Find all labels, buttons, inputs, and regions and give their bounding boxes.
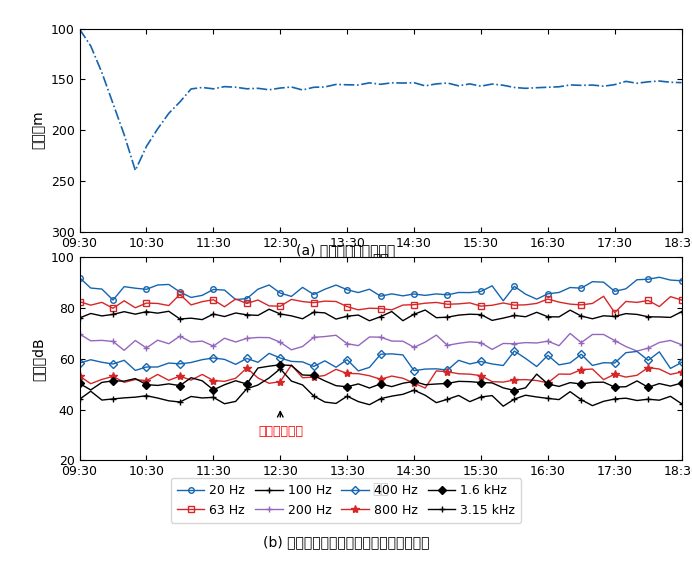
100 Hz — [677, 308, 686, 315]
800 Hz — [421, 384, 429, 391]
Y-axis label: 谱级／dB: 谱级／dB — [31, 337, 45, 381]
Line: 20 Hz: 20 Hz — [77, 275, 684, 304]
3.15 kHz — [677, 400, 686, 407]
20 Hz — [187, 294, 195, 301]
20 Hz — [143, 286, 151, 293]
200 Hz — [566, 330, 574, 337]
63 Hz — [309, 299, 318, 306]
1.6 kHz — [220, 382, 228, 388]
X-axis label: 时间: 时间 — [372, 254, 389, 268]
800 Hz — [143, 378, 151, 384]
Legend: 20 Hz, 63 Hz, 100 Hz, 200 Hz, 400 Hz, 800 Hz, 1.6 kHz, 3.15 kHz: 20 Hz, 63 Hz, 100 Hz, 200 Hz, 400 Hz, 80… — [171, 478, 521, 523]
20 Hz — [621, 285, 630, 292]
63 Hz — [232, 296, 240, 303]
20 Hz — [298, 284, 307, 291]
63 Hz — [633, 299, 641, 306]
1.6 kHz — [187, 374, 195, 381]
200 Hz — [143, 344, 151, 351]
3.15 kHz — [666, 393, 675, 400]
100 Hz — [309, 309, 318, 316]
400 Hz — [354, 367, 363, 374]
400 Hz — [510, 348, 518, 355]
1.6 kHz — [510, 387, 518, 394]
800 Hz — [75, 373, 84, 380]
200 Hz — [666, 337, 675, 344]
Line: 100 Hz: 100 Hz — [76, 306, 685, 324]
Line: 400 Hz: 400 Hz — [77, 348, 684, 374]
200 Hz — [621, 343, 630, 350]
3.15 kHz — [143, 392, 151, 399]
1.6 kHz — [75, 380, 84, 387]
200 Hz — [677, 341, 686, 348]
1.6 kHz — [276, 362, 284, 368]
20 Hz — [655, 274, 664, 281]
1.6 kHz — [633, 378, 641, 384]
Y-axis label: 深度／m: 深度／m — [31, 111, 45, 149]
400 Hz — [187, 359, 195, 366]
400 Hz — [143, 364, 151, 371]
Line: 3.15 kHz: 3.15 kHz — [76, 366, 685, 410]
200 Hz — [633, 348, 641, 355]
200 Hz — [220, 335, 228, 341]
3.15 kHz — [633, 397, 641, 404]
63 Hz — [198, 298, 206, 305]
800 Hz — [187, 377, 195, 384]
Line: 1.6 kHz: 1.6 kHz — [77, 362, 684, 394]
63 Hz — [176, 291, 184, 298]
20 Hz — [666, 277, 675, 284]
1.6 kHz — [309, 372, 318, 379]
800 Hz — [633, 372, 641, 379]
100 Hz — [187, 315, 195, 321]
100 Hz — [143, 308, 151, 315]
3.15 kHz — [75, 396, 84, 403]
400 Hz — [220, 356, 228, 363]
3.15 kHz — [499, 403, 507, 410]
800 Hz — [220, 378, 228, 385]
63 Hz — [610, 309, 619, 316]
100 Hz — [265, 306, 273, 313]
3.15 kHz — [187, 393, 195, 400]
20 Hz — [677, 277, 686, 284]
Line: 800 Hz: 800 Hz — [75, 361, 686, 392]
800 Hz — [309, 374, 318, 380]
1.6 kHz — [677, 380, 686, 387]
63 Hz — [666, 293, 675, 300]
800 Hz — [287, 362, 295, 368]
400 Hz — [298, 359, 307, 366]
Text: (b) 不同频率海洋环境噪声谱级随时间变化: (b) 不同频率海洋环境噪声谱级随时间变化 — [263, 535, 429, 549]
Text: (a) 平台深度随时间变化: (a) 平台深度随时间变化 — [296, 243, 396, 257]
200 Hz — [75, 331, 84, 337]
100 Hz — [633, 311, 641, 318]
20 Hz — [499, 297, 507, 304]
800 Hz — [677, 368, 686, 375]
Text: 水面航船经过: 水面航船经过 — [258, 425, 303, 438]
3.15 kHz — [276, 366, 284, 372]
3.15 kHz — [220, 400, 228, 407]
100 Hz — [75, 315, 84, 321]
1.6 kHz — [143, 381, 151, 388]
400 Hz — [633, 348, 641, 355]
200 Hz — [298, 343, 307, 350]
20 Hz — [220, 287, 228, 293]
Line: 63 Hz: 63 Hz — [77, 292, 684, 315]
20 Hz — [75, 275, 84, 281]
63 Hz — [75, 298, 84, 305]
63 Hz — [677, 297, 686, 304]
100 Hz — [365, 317, 374, 324]
3.15 kHz — [309, 392, 318, 399]
1.6 kHz — [666, 383, 675, 390]
100 Hz — [666, 314, 675, 321]
400 Hz — [666, 365, 675, 372]
400 Hz — [75, 360, 84, 367]
Line: 200 Hz: 200 Hz — [76, 330, 685, 355]
X-axis label: 时间: 时间 — [372, 483, 389, 496]
800 Hz — [666, 371, 675, 378]
200 Hz — [187, 339, 195, 345]
100 Hz — [220, 313, 228, 320]
63 Hz — [143, 300, 151, 307]
400 Hz — [677, 359, 686, 366]
